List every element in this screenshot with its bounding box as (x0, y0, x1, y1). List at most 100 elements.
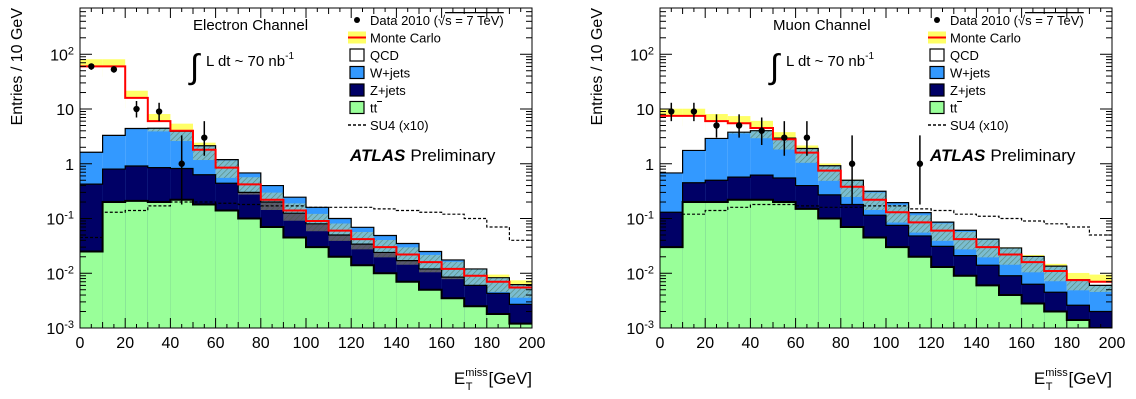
ttbar-bin (660, 247, 683, 328)
legend-label-ttbar: tt (950, 101, 958, 116)
legend-label-su4: SU4 (x10) (950, 118, 1009, 133)
ttbar-bin (260, 226, 284, 328)
band-hatch-bin (283, 203, 306, 221)
data-point (848, 160, 856, 167)
x-tick-label: 100 (873, 335, 900, 352)
panel-muon: 0 20 40 60 80 100 120 140 160 180 20010-310-210-11… (589, 7, 1126, 393)
x-axis-label-unit: [GeV] (1069, 369, 1112, 388)
ttbar-bin (373, 273, 397, 328)
y-tick-base: 10 (630, 47, 648, 64)
y-axis-label: Entries / 10 GeV (9, 8, 26, 126)
atlas-label: ATLAS Preliminary (349, 146, 496, 165)
legend-label-qcd: QCD (370, 48, 399, 63)
ttbar-bin (750, 199, 773, 328)
x-tick-label: 160 (428, 335, 455, 352)
ttbar-bin (102, 202, 126, 328)
legend-swatch-qcd (349, 48, 365, 62)
band-hatch-bin (373, 239, 397, 258)
ttbar-bin (125, 200, 148, 328)
integral-sign: ∫ (188, 48, 201, 86)
ttbar-bin (419, 289, 442, 328)
legend-ttbar-text: tt (370, 101, 378, 116)
data-point (690, 108, 698, 115)
channel-label: Electron Channel (193, 17, 308, 34)
legend-label-qcd: QCD (950, 48, 979, 63)
plot-area (660, 108, 1112, 328)
y-tick-base: 10 (46, 321, 64, 338)
legend-item-ttbar: tt (929, 100, 962, 116)
plot-area (80, 59, 532, 328)
band-hatch-bin (147, 128, 171, 132)
ttbar-bin (908, 256, 932, 328)
band-hatch-bin (886, 205, 909, 223)
ttbar-outline (660, 198, 1112, 328)
wjets-outline (80, 127, 532, 286)
ttbar-bin (283, 237, 306, 328)
data-point (713, 122, 720, 129)
lumi-text: L dt ~ 70 nb (206, 53, 285, 70)
legend-label-mc: Monte Carlo (370, 31, 441, 46)
x-tick-label: 200 (1099, 335, 1126, 352)
y-tick-label: 1 (645, 157, 654, 174)
x-axis-label-sub: T (466, 381, 473, 393)
y-tick-exp: 2 (648, 45, 654, 57)
legend-label-su4: SU4 (x10) (370, 118, 429, 133)
y-tick-exp: -1 (64, 210, 74, 222)
x-tick-label: 40 (162, 335, 180, 352)
band-hatch-bin (1021, 256, 1045, 273)
y-tick-label: 10 (56, 102, 74, 119)
atlas-preliminary: Preliminary (410, 146, 496, 165)
lumi-text: L dt ~ 70 nb (786, 53, 865, 70)
y-tick-label: 1 (65, 157, 74, 174)
band-hatch-bin (238, 177, 261, 195)
ttbar-bin (976, 285, 999, 328)
channel-label: Muon Channel (773, 17, 871, 34)
y-tick-label: 10 (636, 102, 654, 119)
legend-item-data: Data 2010 (√s = 7 TeV) (354, 13, 504, 28)
legend-swatch-qcd (929, 48, 945, 62)
ttbar-bin (705, 202, 728, 328)
legend-item-wjets: W+jets (929, 66, 991, 81)
y-tick-label: 10-2 (46, 264, 74, 283)
y-tick-exp: -2 (644, 264, 654, 276)
ttbar-bin (840, 226, 864, 328)
y-tick-base: 10 (626, 266, 644, 283)
legend-label-data: Data 2010 (√s = 7 TeV) (950, 13, 1084, 28)
legend-swatch-ttbar (929, 100, 945, 115)
band-hatch-bin (306, 213, 329, 232)
band-hatch-bin (818, 165, 841, 181)
y-tick-base: 10 (626, 212, 644, 229)
y-tick-label: 102 (630, 45, 654, 64)
zjets-outline (660, 174, 1112, 313)
legend-item-su4: SU4 (x10) (928, 118, 1009, 133)
ttbar-bin (328, 256, 352, 328)
ttbar-bin (1044, 311, 1067, 328)
mc-total-line (80, 65, 532, 289)
ttbar-bin (306, 247, 329, 328)
legend-label-zjets: Z+jets (950, 83, 986, 98)
band-hatch-bin (419, 254, 442, 273)
legend-sqrt: √ (1018, 13, 1026, 28)
band-hatch-bin (1044, 266, 1067, 282)
x-tick-label: 80 (832, 335, 850, 352)
data-point (668, 108, 675, 115)
data-point (133, 105, 140, 113)
legend-item-mc: Monte Carlo (928, 31, 1021, 46)
zjets-bin (509, 304, 532, 328)
ttbar-bin (215, 210, 239, 328)
legend-label-zjets: Z+jets (370, 83, 406, 98)
ttbar-bin (1021, 303, 1045, 328)
y-tick-exp: -2 (64, 264, 74, 276)
panel-electron: 0 20 40 60 80 100 120 140 160 180 20010-310-210-11… (9, 7, 545, 393)
y-tick-exp: -3 (64, 319, 74, 331)
y-tick-base: 10 (626, 321, 644, 338)
integral-sign: ∫ (768, 48, 781, 86)
legend-label-mc: Monte Carlo (950, 31, 1021, 46)
x-tick-label: 160 (1008, 335, 1035, 352)
x-axis-label-sup: miss (1045, 367, 1068, 379)
x-tick-label: 120 (338, 335, 365, 352)
x-axis-label-sup: miss (465, 367, 488, 379)
legend-sqrt: √ (438, 13, 446, 28)
y-tick-base: 10 (46, 266, 64, 283)
atlas-preliminary: Preliminary (990, 146, 1076, 165)
